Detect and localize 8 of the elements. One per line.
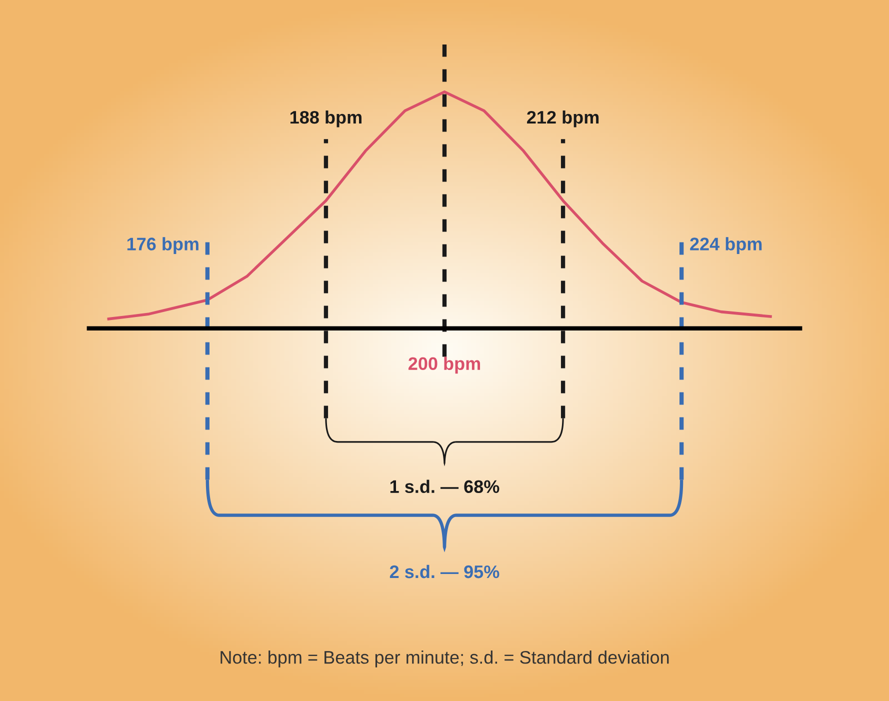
x-tick-label: 212 bpm xyxy=(527,110,599,128)
ref-line-label: 200 bpm xyxy=(408,356,480,374)
text: Note: bpm = Beats per minute; s.d. = Standard deviation xyxy=(220,650,669,668)
text: 1 s.d. — 68% xyxy=(390,480,500,494)
x-tick-label: 188 bpm xyxy=(290,110,362,128)
text: 2 s.d. — 95% xyxy=(390,564,500,578)
ref-line-label: 224 bpm xyxy=(690,237,762,254)
ref-line-label: 176 bpm xyxy=(127,237,198,254)
